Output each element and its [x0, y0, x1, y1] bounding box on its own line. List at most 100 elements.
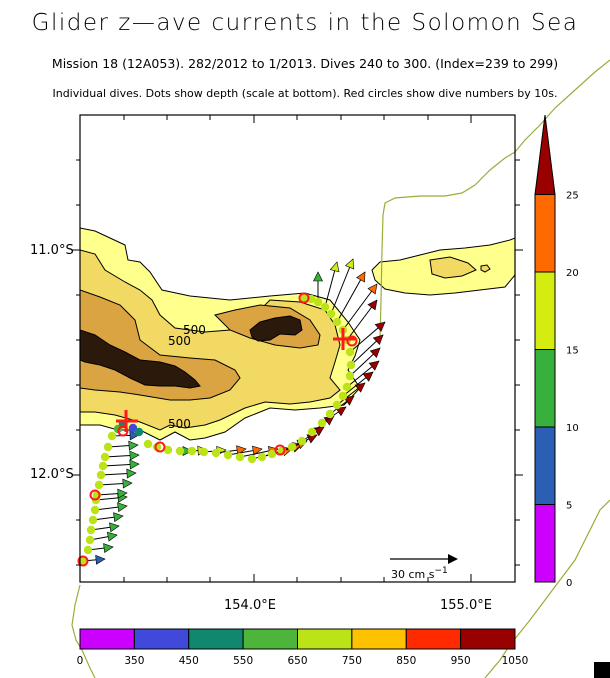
map-title: Glider z—ave currents in the Solomon Sea: [31, 10, 579, 36]
contour-label: 500: [168, 334, 191, 348]
track-dot: [317, 418, 327, 428]
coastline-southwest: [71, 584, 96, 678]
track-dot: [199, 447, 209, 457]
depth-colorbar-segment: [405, 628, 462, 650]
bathy-east-seamount: [480, 264, 491, 273]
velocity-arrowhead: [117, 488, 128, 499]
track-dot: [345, 347, 355, 357]
velocity-arrowhead: [117, 502, 128, 513]
depth-colorbar-tick: 1050: [502, 655, 529, 667]
track-dot: [78, 556, 88, 566]
bathy-trench-east: [249, 315, 303, 342]
velocity-arrowhead: [362, 371, 374, 382]
start-markers: [116, 328, 355, 432]
map-subtitle: Mission 18 (12A053). 282/2012 to 1/2013.…: [51, 56, 559, 71]
depth-colorbar-segment: [351, 628, 407, 650]
depth-colorbar-segment: [188, 628, 244, 650]
velocity-arrowhead: [95, 554, 106, 565]
coastline-southeast: [484, 499, 610, 678]
lon-label-155e: 155.0°E: [440, 598, 492, 613]
coastline-east: [379, 59, 610, 341]
velocity-arrowhead: [343, 395, 355, 406]
track-dot: [88, 515, 98, 525]
bathy-east-shelf-inner: [429, 256, 477, 279]
track-dot: [257, 452, 267, 462]
track-dot: [128, 423, 138, 433]
velocity-arrowhead: [374, 321, 386, 332]
dive-number-marker: [154, 441, 166, 453]
velocity-arrowhead: [251, 445, 263, 456]
speed-colorbar-segment: [534, 426, 556, 505]
speed-colorbar-segment: [534, 504, 556, 583]
velocity-arrowhead: [344, 258, 355, 270]
track-dot: [326, 309, 336, 319]
scale-arrow-label: 30 cm s−1: [391, 566, 448, 581]
depth-colorbar-tick: 550: [233, 655, 253, 667]
velocity-arrowhead: [368, 360, 380, 371]
track-dot: [100, 452, 110, 462]
scale-label-superscript: −1: [434, 566, 447, 576]
velocity-arrowhead: [122, 478, 133, 489]
axis-ticks: [72, 115, 523, 582]
bathy-trench-west: [80, 329, 201, 389]
depth-colorbar-tick: 750: [342, 655, 362, 667]
dive-number-marker: [274, 444, 286, 456]
track-dot: [223, 450, 233, 460]
track-dot: [211, 448, 221, 458]
track-dot: [94, 480, 104, 490]
speed-colorbar-tick: 25: [566, 191, 579, 202]
speed-colorbar-tick: 15: [566, 346, 579, 357]
track-dot: [313, 297, 323, 307]
velocity-arrowhead: [356, 271, 366, 283]
track-dot: [287, 442, 297, 452]
velocity-arrowhead: [369, 347, 381, 358]
track-dot: [297, 436, 307, 446]
track-dot: [345, 371, 355, 381]
velocity-arrowhead: [354, 382, 366, 393]
depth-colorbar-segment: [460, 628, 516, 650]
velocity-arrowhead: [367, 299, 378, 311]
velocity-arrowhead: [103, 543, 114, 554]
contour-labels: 500 500 500: [168, 323, 206, 431]
scale-arrow-head: [448, 554, 458, 564]
speed-colorbar-tick: 10: [566, 423, 579, 434]
velocity-arrowhead: [129, 450, 140, 461]
velocity-arrowhead: [367, 283, 378, 295]
lon-label-154e: 154.0°E: [224, 598, 276, 613]
velocity-arrowhead: [128, 440, 139, 451]
lat-label-12s: 12.0°S: [30, 467, 74, 482]
velocity-arrowhead: [313, 271, 323, 282]
depth-colorbar-tick: 0: [77, 655, 84, 667]
depth-colorbar-segment: [297, 628, 353, 650]
coastline: [71, 59, 610, 678]
track-dot: [163, 445, 173, 455]
dive-number-marker: [77, 555, 89, 567]
velocity-arrowhead: [329, 261, 340, 273]
speed-colorbar-overflow: [534, 114, 556, 195]
speed-colorbar-tick: 0: [566, 578, 572, 589]
glider-track: [77, 292, 358, 567]
track-dot: [346, 360, 356, 370]
track-dot: [325, 409, 335, 419]
dive-number-marker: [346, 335, 358, 347]
track-dot: [85, 535, 95, 545]
depth-colorbar-tick: 650: [287, 655, 307, 667]
track-dot: [307, 427, 317, 437]
velocity-arrow: [342, 283, 378, 331]
track-dot: [235, 452, 245, 462]
track-dot: [175, 446, 185, 456]
track-dot: [152, 442, 162, 452]
velocity-arrowhead: [113, 512, 124, 523]
track-dot: [320, 302, 330, 312]
dive-number-marker: [89, 489, 101, 501]
track-dot: [332, 400, 342, 410]
depth-colorbar-segment: [79, 628, 135, 650]
velocity-arrowhead: [109, 522, 120, 533]
scale-label-text: 30 cm s: [391, 568, 435, 581]
velocity-arrowhead: [129, 459, 140, 470]
depth-colorbar-segment: [242, 628, 298, 650]
velocity-arrowhead: [129, 430, 140, 441]
velocity-arrowhead: [335, 406, 347, 417]
velocity-arrow: [330, 258, 354, 315]
